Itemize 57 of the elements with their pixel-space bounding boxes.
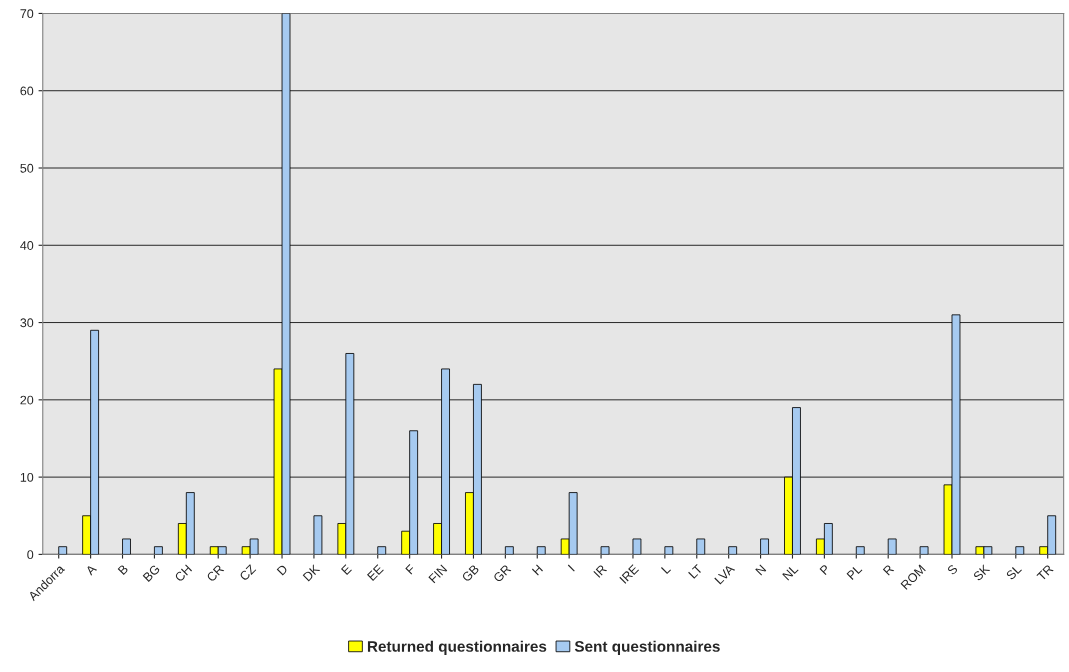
y-tick-label: 60 — [20, 86, 34, 96]
x-tick-label: F — [405, 564, 416, 575]
bar — [122, 538, 131, 555]
x-tick-label: CH — [174, 564, 193, 583]
x-tick-label: N — [755, 564, 767, 576]
bar — [696, 538, 706, 555]
y-tick-label: 0 — [27, 550, 34, 560]
x-tick-label: L — [661, 564, 671, 575]
x-tick-label: D — [276, 564, 289, 576]
y-tick-label: 10 — [20, 472, 34, 482]
x-tick-label: LVA — [714, 563, 736, 585]
bar — [377, 546, 387, 555]
x-tick-label: B — [117, 564, 129, 575]
x-tick-label: P — [819, 564, 831, 575]
x-tick-label: LT — [688, 563, 703, 579]
legend-label: Returned questionnaires — [367, 640, 547, 655]
bar — [536, 546, 546, 555]
x-tick-label: IRE — [619, 564, 639, 584]
y-tick-label: 20 — [20, 395, 34, 405]
x-tick-label: SK — [972, 563, 991, 582]
y-tick-label: 50 — [20, 163, 34, 173]
x-tick-label: SL — [1005, 563, 1022, 581]
x-tick-label: CZ — [239, 563, 257, 582]
x-tick-label: E — [340, 564, 352, 575]
x-tick-label: S — [946, 564, 959, 576]
y-tick-label: 30 — [20, 318, 34, 328]
bar — [632, 538, 642, 555]
x-tick-label: IR — [593, 564, 608, 578]
bar — [919, 546, 929, 555]
x-tick-label: FIN — [428, 564, 448, 584]
x-tick-label: H — [531, 564, 543, 576]
x-tick-label: I — [567, 564, 575, 572]
y-tick-label: 40 — [20, 241, 34, 250]
bar — [728, 546, 738, 555]
y-tick-label: 70 — [20, 9, 34, 19]
x-tick-label: TR — [1036, 564, 1054, 582]
x-tick-label: CR — [206, 564, 225, 583]
bar — [154, 546, 163, 555]
x-tick-label: R — [882, 564, 895, 576]
x-tick-label: DK — [302, 563, 321, 582]
x-tick-label: BG — [142, 564, 161, 582]
x-tick-label: NL — [782, 564, 799, 581]
bar — [855, 546, 865, 555]
legend-label: Sent questionnaires — [574, 640, 720, 655]
x-tick-label: GB — [461, 564, 480, 583]
x-tick-label: A — [85, 563, 97, 576]
x-tick-label: EE — [367, 564, 384, 581]
bar — [760, 538, 769, 555]
bar — [664, 546, 674, 555]
x-tick-label: GR — [492, 564, 512, 583]
bar — [600, 546, 610, 555]
bar — [887, 538, 897, 555]
bar — [1015, 546, 1025, 555]
bar — [504, 546, 514, 555]
bar — [58, 546, 68, 555]
bar — [313, 515, 323, 555]
x-tick-label: PL — [846, 564, 863, 580]
